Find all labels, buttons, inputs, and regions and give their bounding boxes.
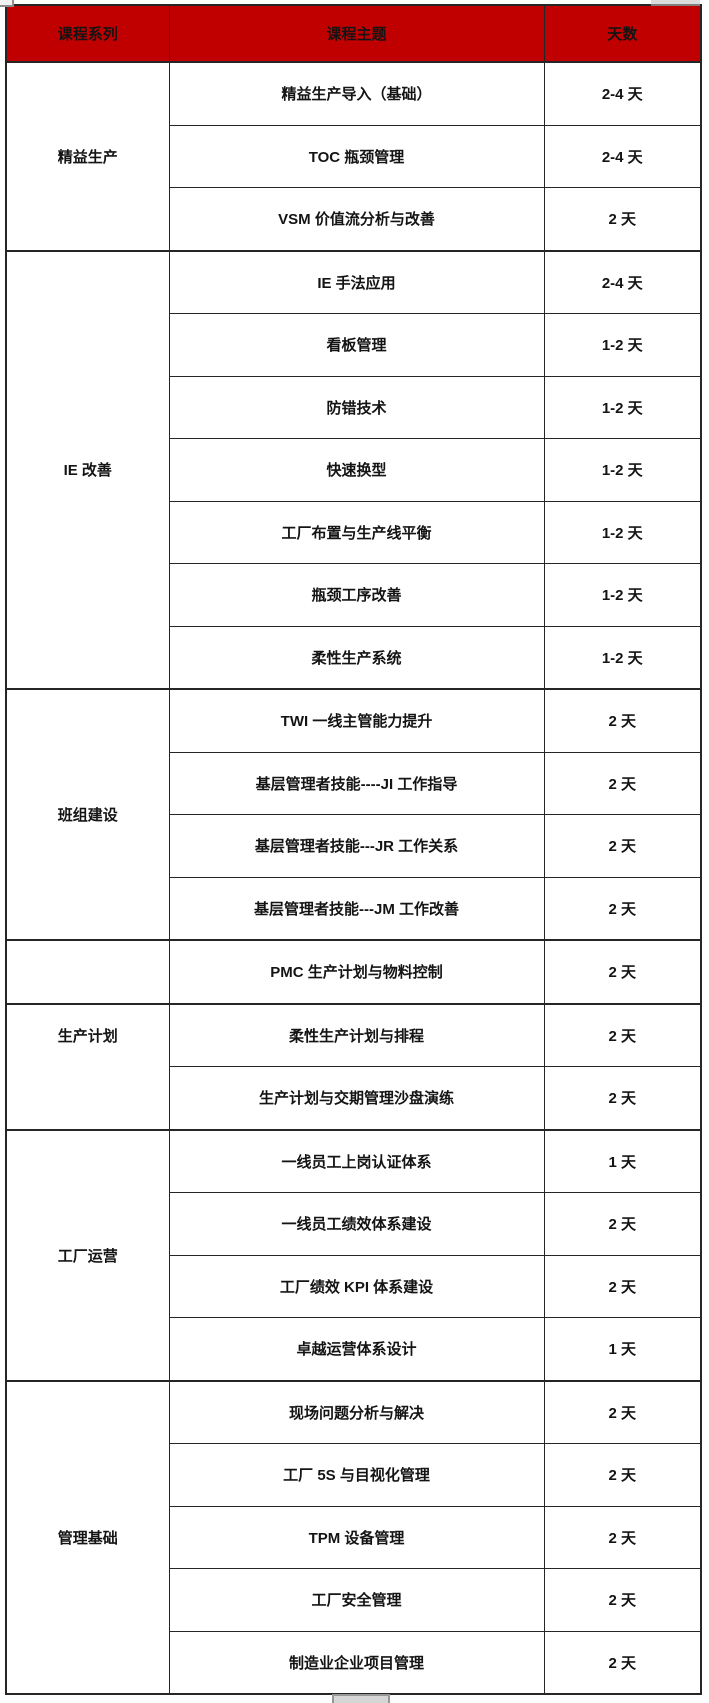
table-row: 工厂 5S 与目视化管理 2 天	[6, 1443, 702, 1507]
topic-cell: TWI 一线主管能力提升	[168, 688, 545, 753]
days-cell: 1-2 天	[543, 375, 702, 439]
cropped-ui-fragment-top-right	[651, 0, 700, 6]
days-cell: 2 天	[543, 939, 702, 1004]
series-cell	[5, 939, 170, 1004]
days-cell: 1-2 天	[543, 438, 702, 502]
table-row: 生产计划 柔性生产计划与排程 2 天	[5, 1002, 702, 1130]
topic-cell: 柔性生产系统	[168, 625, 545, 690]
days-cell: 2 天	[543, 751, 702, 815]
days-cell: 2 天	[543, 1630, 702, 1695]
header-cell-topic: 课程主题	[168, 4, 545, 63]
days-cell: 2 天	[543, 1379, 702, 1444]
cropped-ui-fragment-bottom	[332, 1694, 390, 1703]
table-row: 瓶颈工序改善 1-2 天	[6, 563, 702, 627]
topic-cell: TPM 设备管理	[168, 1505, 545, 1569]
table-row: 工厂运营 一线员工上岗认证体系 1 天	[5, 1128, 702, 1381]
topic-cell: 现场问题分析与解决	[168, 1379, 545, 1444]
cropped-ui-fragment-top-left	[0, 0, 14, 7]
days-cell: 1-2 天	[543, 625, 702, 690]
days-cell: 2 天	[543, 1443, 702, 1507]
table-row: 工厂布置与生产线平衡 1-2 天	[6, 500, 702, 564]
topic-cell: 工厂安全管理	[168, 1568, 545, 1632]
series-cell: IE 改善	[5, 249, 170, 690]
table-row: PMC 生产计划与物料控制 2 天	[5, 939, 702, 1004]
table-row: 工厂绩效 KPI 体系建设 2 天	[6, 1254, 702, 1318]
series-cell: 班组建设	[5, 688, 170, 941]
topic-cell: VSM 价值流分析与改善	[168, 187, 545, 251]
table-row: VSM 价值流分析与改善 2 天	[6, 187, 702, 251]
table-row: 生产计划与交期管理沙盘演练 2 天	[6, 1066, 702, 1130]
topic-cell: 精益生产导入（基础）	[168, 61, 545, 126]
table-row: 柔性生产系统 1-2 天	[6, 625, 702, 690]
topic-cell: 柔性生产计划与排程	[168, 1002, 545, 1067]
topic-cell: 看板管理	[168, 313, 545, 377]
topic-cell: IE 手法应用	[168, 249, 545, 314]
table-row: 制造业企业项目管理 2 天	[6, 1630, 702, 1695]
table-row: 看板管理 1-2 天	[6, 313, 702, 377]
table-row: 基层管理者技能---JR 工作关系 2 天	[6, 814, 702, 878]
course-table-body: 精益生产 精益生产导入（基础） 2-4 天 TOC 瓶颈管理 2-4 天 VSM 价值流分…	[5, 61, 702, 1695]
table-row: 基层管理者技能----JI 工作指导 2 天	[6, 751, 702, 815]
days-cell: 2 天	[543, 1568, 702, 1632]
days-cell: 2 天	[543, 814, 702, 878]
topic-cell: 防错技术	[168, 375, 545, 439]
topic-cell: TOC 瓶颈管理	[168, 124, 545, 188]
topic-cell: 卓越运营体系设计	[168, 1317, 545, 1381]
table-header-row: 课程系列 课程主题 天数	[5, 4, 702, 63]
days-cell: 1 天	[543, 1317, 702, 1381]
days-cell: 2 天	[543, 876, 702, 941]
days-cell: 2 天	[543, 1505, 702, 1569]
days-cell: 2-4 天	[543, 249, 702, 314]
table-row: 管理基础 现场问题分析与解决 2 天	[5, 1379, 702, 1695]
days-cell: 2-4 天	[543, 61, 702, 126]
topic-cell: 快速换型	[168, 438, 545, 502]
topic-cell: 生产计划与交期管理沙盘演练	[168, 1066, 545, 1130]
topic-cell: 基层管理者技能---JM 工作改善	[168, 876, 545, 941]
series-cell: 精益生产	[5, 61, 170, 251]
table-row: 基层管理者技能---JM 工作改善 2 天	[6, 876, 702, 941]
topic-cell: 制造业企业项目管理	[168, 1630, 545, 1695]
table-row: TOC 瓶颈管理 2-4 天	[6, 124, 702, 188]
topic-cell: 一线员工上岗认证体系	[168, 1128, 545, 1193]
series-cell: 工厂运营	[5, 1128, 170, 1381]
topic-cell: 一线员工绩效体系建设	[168, 1192, 545, 1256]
table-row: TPM 设备管理 2 天	[6, 1505, 702, 1569]
header-cell-series: 课程系列	[5, 4, 170, 63]
days-cell: 2 天	[543, 1254, 702, 1318]
days-cell: 2 天	[543, 1066, 702, 1130]
topic-cell: 基层管理者技能---JR 工作关系	[168, 814, 545, 878]
topic-cell: 基层管理者技能----JI 工作指导	[168, 751, 545, 815]
days-cell: 2 天	[543, 187, 702, 251]
days-cell: 1-2 天	[543, 500, 702, 564]
table-row: 班组建设 TWI 一线主管能力提升 2 天	[5, 688, 702, 941]
days-cell: 2 天	[543, 688, 702, 753]
table-row: 一线员工绩效体系建设 2 天	[6, 1192, 702, 1256]
days-cell: 2-4 天	[543, 124, 702, 188]
days-cell: 1-2 天	[543, 563, 702, 627]
table-row: 工厂安全管理 2 天	[6, 1568, 702, 1632]
topic-cell: 瓶颈工序改善	[168, 563, 545, 627]
series-cell: 管理基础	[5, 1379, 170, 1695]
topic-cell: 工厂布置与生产线平衡	[168, 500, 545, 564]
table-row: 快速换型 1-2 天	[6, 438, 702, 502]
days-cell: 1-2 天	[543, 313, 702, 377]
table-row: 卓越运营体系设计 1 天	[6, 1317, 702, 1381]
topic-cell: PMC 生产计划与物料控制	[168, 939, 545, 1004]
topic-cell: 工厂 5S 与目视化管理	[168, 1443, 545, 1507]
series-cell: 生产计划	[5, 1002, 170, 1130]
table-row: 防错技术 1-2 天	[6, 375, 702, 439]
days-cell: 2 天	[543, 1002, 702, 1067]
topic-cell: 工厂绩效 KPI 体系建设	[168, 1254, 545, 1318]
header-cell-days: 天数	[543, 4, 702, 63]
table-row: IE 改善 IE 手法应用 2-4 天	[5, 249, 702, 690]
days-cell: 2 天	[543, 1192, 702, 1256]
table-row: 精益生产 精益生产导入（基础） 2-4 天	[5, 61, 702, 251]
days-cell: 1 天	[543, 1128, 702, 1193]
course-table: 课程系列 课程主题 天数 精益生产 精益生产导入（基础） 2-4 天 TOC 瓶颈管理…	[5, 4, 702, 1695]
